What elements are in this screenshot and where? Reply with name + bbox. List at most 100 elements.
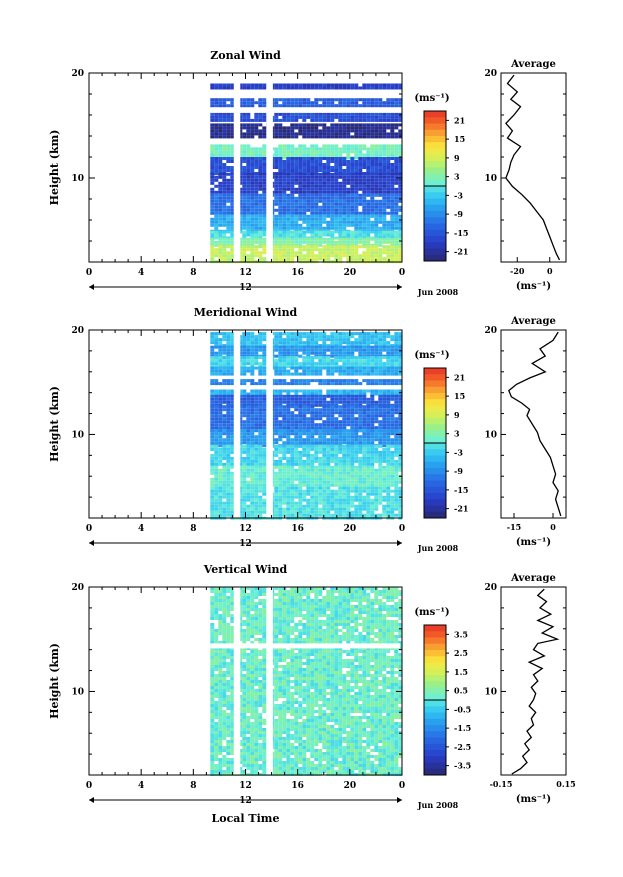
heatmap-cell: [314, 445, 318, 448]
heatmap-cell: [330, 454, 334, 457]
colorbar-segment: [424, 149, 446, 156]
heatmap-cell: [362, 188, 366, 191]
heatmap-cell: [370, 454, 374, 457]
heatmap-cell: [394, 448, 398, 451]
heatmap-cell: [274, 332, 278, 335]
heatmap-cell: [290, 335, 294, 338]
heatmap-cell: [246, 241, 250, 244]
heatmap-cell: [286, 448, 290, 451]
heatmap-cell: [250, 438, 254, 441]
heatmap-cell: [306, 248, 310, 251]
heatmap-cell: [322, 478, 326, 481]
heatmap-cell: [310, 144, 314, 147]
heatmap-cell: [318, 194, 322, 197]
heatmap-cell: [226, 257, 230, 260]
heatmap-cell: [298, 346, 302, 349]
heatmap-cell: [322, 445, 326, 448]
heatmap-cell: [222, 169, 226, 172]
heatmap-cell: [374, 206, 378, 209]
heatmap-cell: [314, 401, 318, 404]
heatmap-cell: [278, 401, 282, 404]
heatmap-cell: [218, 463, 222, 466]
heatmap-cell: [322, 398, 326, 401]
heatmap-cell: [210, 147, 214, 150]
heatmap-cell: [262, 417, 266, 420]
heatmap-cell: [318, 390, 322, 393]
heatmap-cell: [374, 408, 378, 411]
heatmap-cell: [298, 188, 302, 191]
heatmap-cell: [390, 182, 394, 185]
heatmap-cell: [326, 212, 330, 215]
heatmap-cell: [222, 457, 226, 460]
heatmap-cell: [230, 373, 234, 376]
heatmap-cell: [314, 98, 318, 101]
heatmap-cell: [378, 179, 382, 182]
heatmap-cell: [286, 401, 290, 404]
heatmap-cell: [274, 373, 278, 376]
heatmap-cell: [334, 212, 338, 215]
heatmap-cell: [366, 209, 370, 212]
heatmap-cell: [354, 203, 358, 206]
heatmap-cell: [302, 362, 306, 365]
heatmap-cell: [222, 200, 226, 203]
heatmap-cell: [374, 234, 378, 237]
heatmap-cell: [306, 341, 310, 344]
heatmap-cell: [314, 349, 318, 352]
heatmap-cell: [306, 209, 310, 212]
heatmap-cell: [298, 163, 302, 166]
heatmap-cell: [382, 191, 386, 194]
heatmap-cell: [286, 166, 290, 169]
heatmap-cell: [378, 454, 382, 457]
heatmap-cell: [222, 116, 226, 119]
heatmap-cell: [334, 429, 338, 432]
heatmap-cell: [214, 472, 218, 475]
heatmap-cell: [298, 463, 302, 466]
heatmap-cell: [362, 457, 366, 460]
heatmap-cell: [302, 176, 306, 179]
heatmap-cell: [350, 448, 354, 451]
heatmap-cell: [278, 341, 282, 344]
heatmap-cell: [214, 475, 218, 478]
heatmap-cell: [306, 435, 310, 438]
heatmap-cell: [322, 251, 326, 254]
heatmap-cell: [342, 435, 346, 438]
heatmap-cell: [226, 379, 230, 382]
heatmap-cell: [386, 132, 390, 135]
heatmap-cell: [350, 411, 354, 414]
heatmap-cell: [306, 132, 310, 135]
heatmap-cell: [242, 188, 246, 191]
heatmap-cell: [298, 408, 302, 411]
heatmap-cell: [258, 448, 262, 451]
heatmap-cell: [286, 338, 290, 341]
heatmap-cell: [278, 212, 282, 215]
heatmap-cell: [350, 379, 354, 382]
heatmap-cell: [290, 251, 294, 254]
colorbar-segment: [424, 167, 446, 174]
heatmap-cell: [306, 163, 310, 166]
heatmap-cell: [250, 466, 254, 469]
heatmap-cell: [278, 420, 282, 423]
heatmap-cell: [274, 341, 278, 344]
heatmap-cell: [282, 147, 286, 150]
heatmap-cell: [282, 469, 286, 472]
heatmap-cell: [294, 221, 298, 224]
heatmap-cell: [282, 472, 286, 475]
heatmap-cell: [218, 113, 222, 116]
heatmap-cell: [278, 87, 282, 90]
x-tick-label: 0: [399, 268, 405, 278]
heatmap-cell: [286, 248, 290, 251]
heatmap-cell: [226, 352, 230, 355]
colorbar-units: (ms⁻¹): [414, 93, 449, 104]
heatmap-cell: [222, 241, 226, 244]
heatmap-cell: [310, 438, 314, 441]
heatmap-cell: [342, 469, 346, 472]
heatmap-cell: [290, 185, 294, 188]
heatmap-cell: [278, 166, 282, 169]
heatmap-cell: [322, 401, 326, 404]
average-y-tick-label: 10: [484, 174, 497, 184]
heatmap-cell: [318, 254, 322, 257]
heatmap-cell: [350, 472, 354, 475]
heatmap-cell: [346, 101, 350, 104]
heatmap-cell: [242, 101, 246, 104]
heatmap-cell: [350, 417, 354, 420]
